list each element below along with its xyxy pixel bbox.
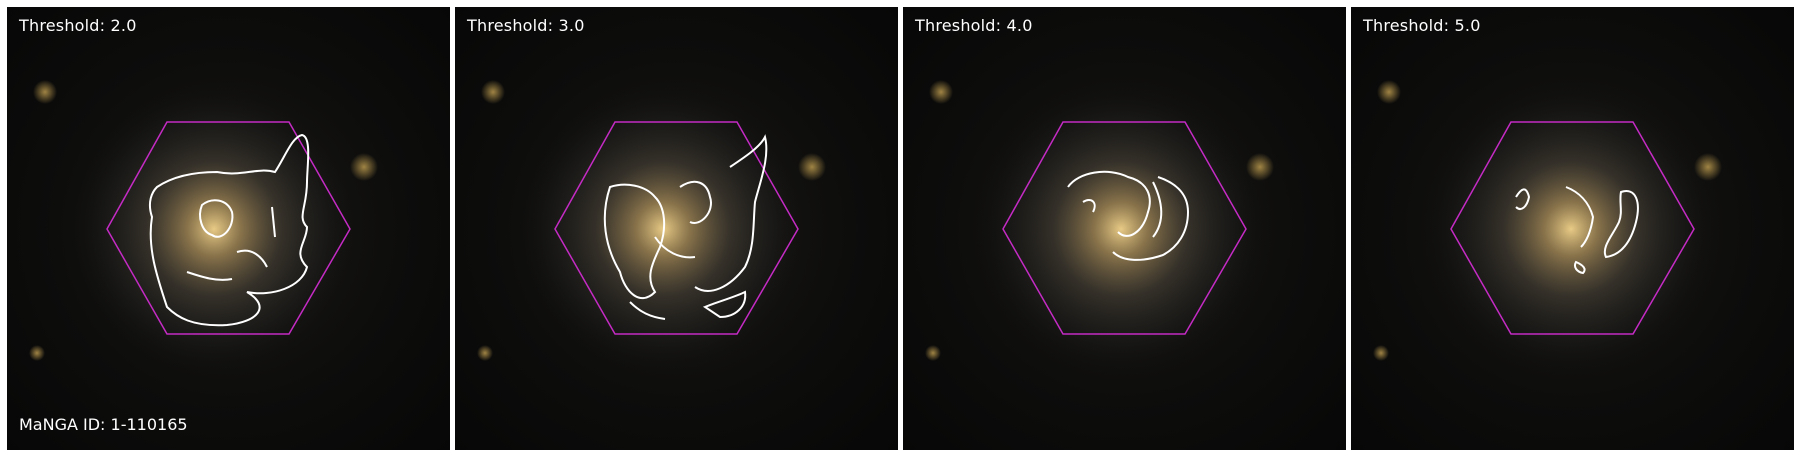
feature-contours bbox=[148, 133, 310, 327]
threshold-label: Threshold: 3.0 bbox=[467, 16, 585, 35]
ifu-hexagon bbox=[1002, 121, 1247, 335]
background-star bbox=[929, 80, 953, 104]
manga-id-label: MaNGA ID: 1-110165 bbox=[19, 415, 188, 434]
background-star bbox=[1377, 80, 1401, 104]
galaxy-image bbox=[477, 79, 826, 379]
galaxy-panel-threshold-4: Threshold: 4.0 bbox=[903, 7, 1346, 450]
ifu-hexagon bbox=[554, 121, 799, 335]
background-star bbox=[925, 345, 941, 361]
threshold-label: Threshold: 4.0 bbox=[915, 16, 1033, 35]
galaxy-image bbox=[1373, 79, 1722, 379]
background-star bbox=[33, 80, 57, 104]
ifu-hexagon bbox=[1450, 121, 1695, 335]
background-star bbox=[1694, 153, 1722, 181]
threshold-label: Threshold: 2.0 bbox=[19, 16, 137, 35]
background-star bbox=[350, 153, 378, 181]
galaxy-panel-threshold-5: Threshold: 5.0 bbox=[1351, 7, 1794, 450]
galaxy-image bbox=[925, 79, 1274, 379]
feature-contours bbox=[1067, 170, 1190, 261]
background-star bbox=[798, 153, 826, 181]
background-star bbox=[481, 80, 505, 104]
background-star bbox=[477, 345, 493, 361]
galaxy-image bbox=[29, 79, 378, 379]
background-star bbox=[1246, 153, 1274, 181]
galaxy-glow bbox=[1421, 79, 1721, 379]
feature-contours bbox=[603, 134, 768, 320]
background-star bbox=[1373, 345, 1389, 361]
ifu-hexagon bbox=[106, 121, 351, 335]
galaxy-panel-threshold-2: Threshold: 2.0 MaNGA ID: 1-110165 bbox=[7, 7, 450, 450]
background-star bbox=[29, 345, 45, 361]
threshold-label: Threshold: 5.0 bbox=[1363, 16, 1481, 35]
galaxy-panel-threshold-3: Threshold: 3.0 bbox=[455, 7, 898, 450]
feature-contours bbox=[1515, 186, 1639, 275]
galaxy-glow bbox=[64, 79, 364, 379]
